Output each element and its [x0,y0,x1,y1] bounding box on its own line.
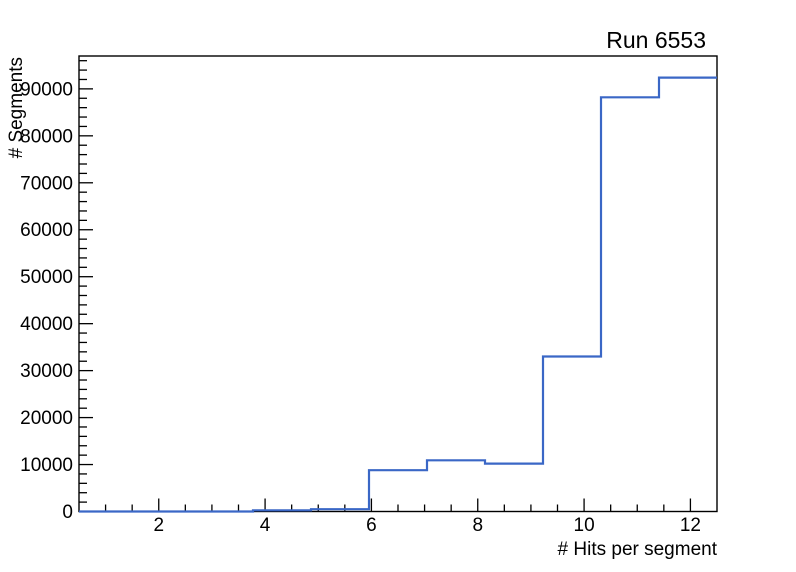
x-tick-label: 2 [153,515,164,536]
x-tick-label: 8 [472,515,483,536]
y-tick-label: 0 [62,502,73,523]
y-tick-label: 60000 [20,220,73,241]
y-tick-label: 80000 [20,126,73,147]
y-tick-label: 90000 [20,79,73,100]
plot-frame [78,55,718,513]
x-axis-title: # Hits per segment [558,539,718,560]
y-tick-label: 50000 [20,267,73,288]
x-tick-label: 4 [260,515,271,536]
y-tick-label: 30000 [20,361,73,382]
y-tick-label: 40000 [20,314,73,335]
plot-title: Run 6553 [606,27,706,53]
axis-ticks [79,60,692,513]
tick-labels: 2 4 6 8 10 12 0 10000 20000 30000 40000 50000 60000 7… [20,79,701,536]
y-tick-label: 20000 [20,408,73,429]
y-axis-title: # Segments [6,57,27,158]
histogram-line [79,76,717,513]
y-tick-label: 70000 [20,173,73,194]
x-tick-label: 10 [574,515,595,536]
x-tick-label: 12 [680,515,701,536]
y-tick-label: 10000 [20,455,73,476]
x-tick-label: 6 [366,515,377,536]
